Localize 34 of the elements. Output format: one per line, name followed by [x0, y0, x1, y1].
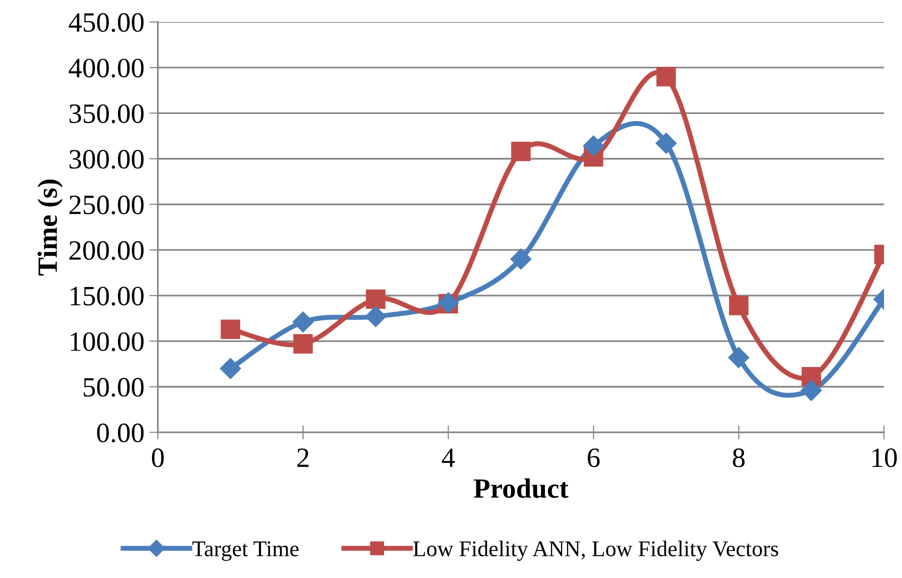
y-tick-label: 350.00 — [70, 104, 144, 124]
x-tick-label: 0 — [152, 448, 164, 468]
y-tick-label: 0.00 — [97, 424, 144, 442]
y-tick-label: 400.00 — [68, 58, 144, 78]
x-tick-label: 10 — [872, 448, 897, 468]
y-tick-label: 450.00 — [68, 13, 144, 32]
y-tick-label: 200.00 — [69, 241, 144, 260]
point — [366, 289, 386, 309]
point — [511, 142, 531, 162]
point — [729, 296, 748, 316]
point — [220, 358, 241, 380]
point — [656, 66, 676, 86]
point — [728, 347, 750, 368]
point — [656, 132, 677, 154]
point — [365, 306, 386, 328]
y-axis-title: Time (s) — [38, 180, 63, 276]
y-tick-label: 100.00 — [70, 332, 144, 352]
y-tick-label: 50.00 — [84, 378, 144, 397]
legend-label: Target Time — [192, 541, 299, 561]
x-tick-label: 4 — [442, 448, 455, 467]
x-tick-label: 8 — [732, 448, 745, 468]
legend-label: Low Fidelity ANN, Low Fidelity Vectors — [413, 540, 778, 561]
x-tick-label: 6 — [588, 448, 600, 468]
x-tick-label: 2 — [297, 448, 308, 467]
y-tick-label: 300.00 — [70, 150, 144, 169]
point — [293, 334, 313, 354]
point — [800, 380, 822, 401]
point — [220, 320, 240, 340]
y-tick-label: 150.00 — [70, 286, 144, 306]
y-tick-label: 250.00 — [69, 196, 144, 214]
x-axis-title: Product — [474, 478, 568, 498]
point — [510, 248, 532, 270]
point — [583, 135, 604, 157]
point — [292, 311, 314, 333]
